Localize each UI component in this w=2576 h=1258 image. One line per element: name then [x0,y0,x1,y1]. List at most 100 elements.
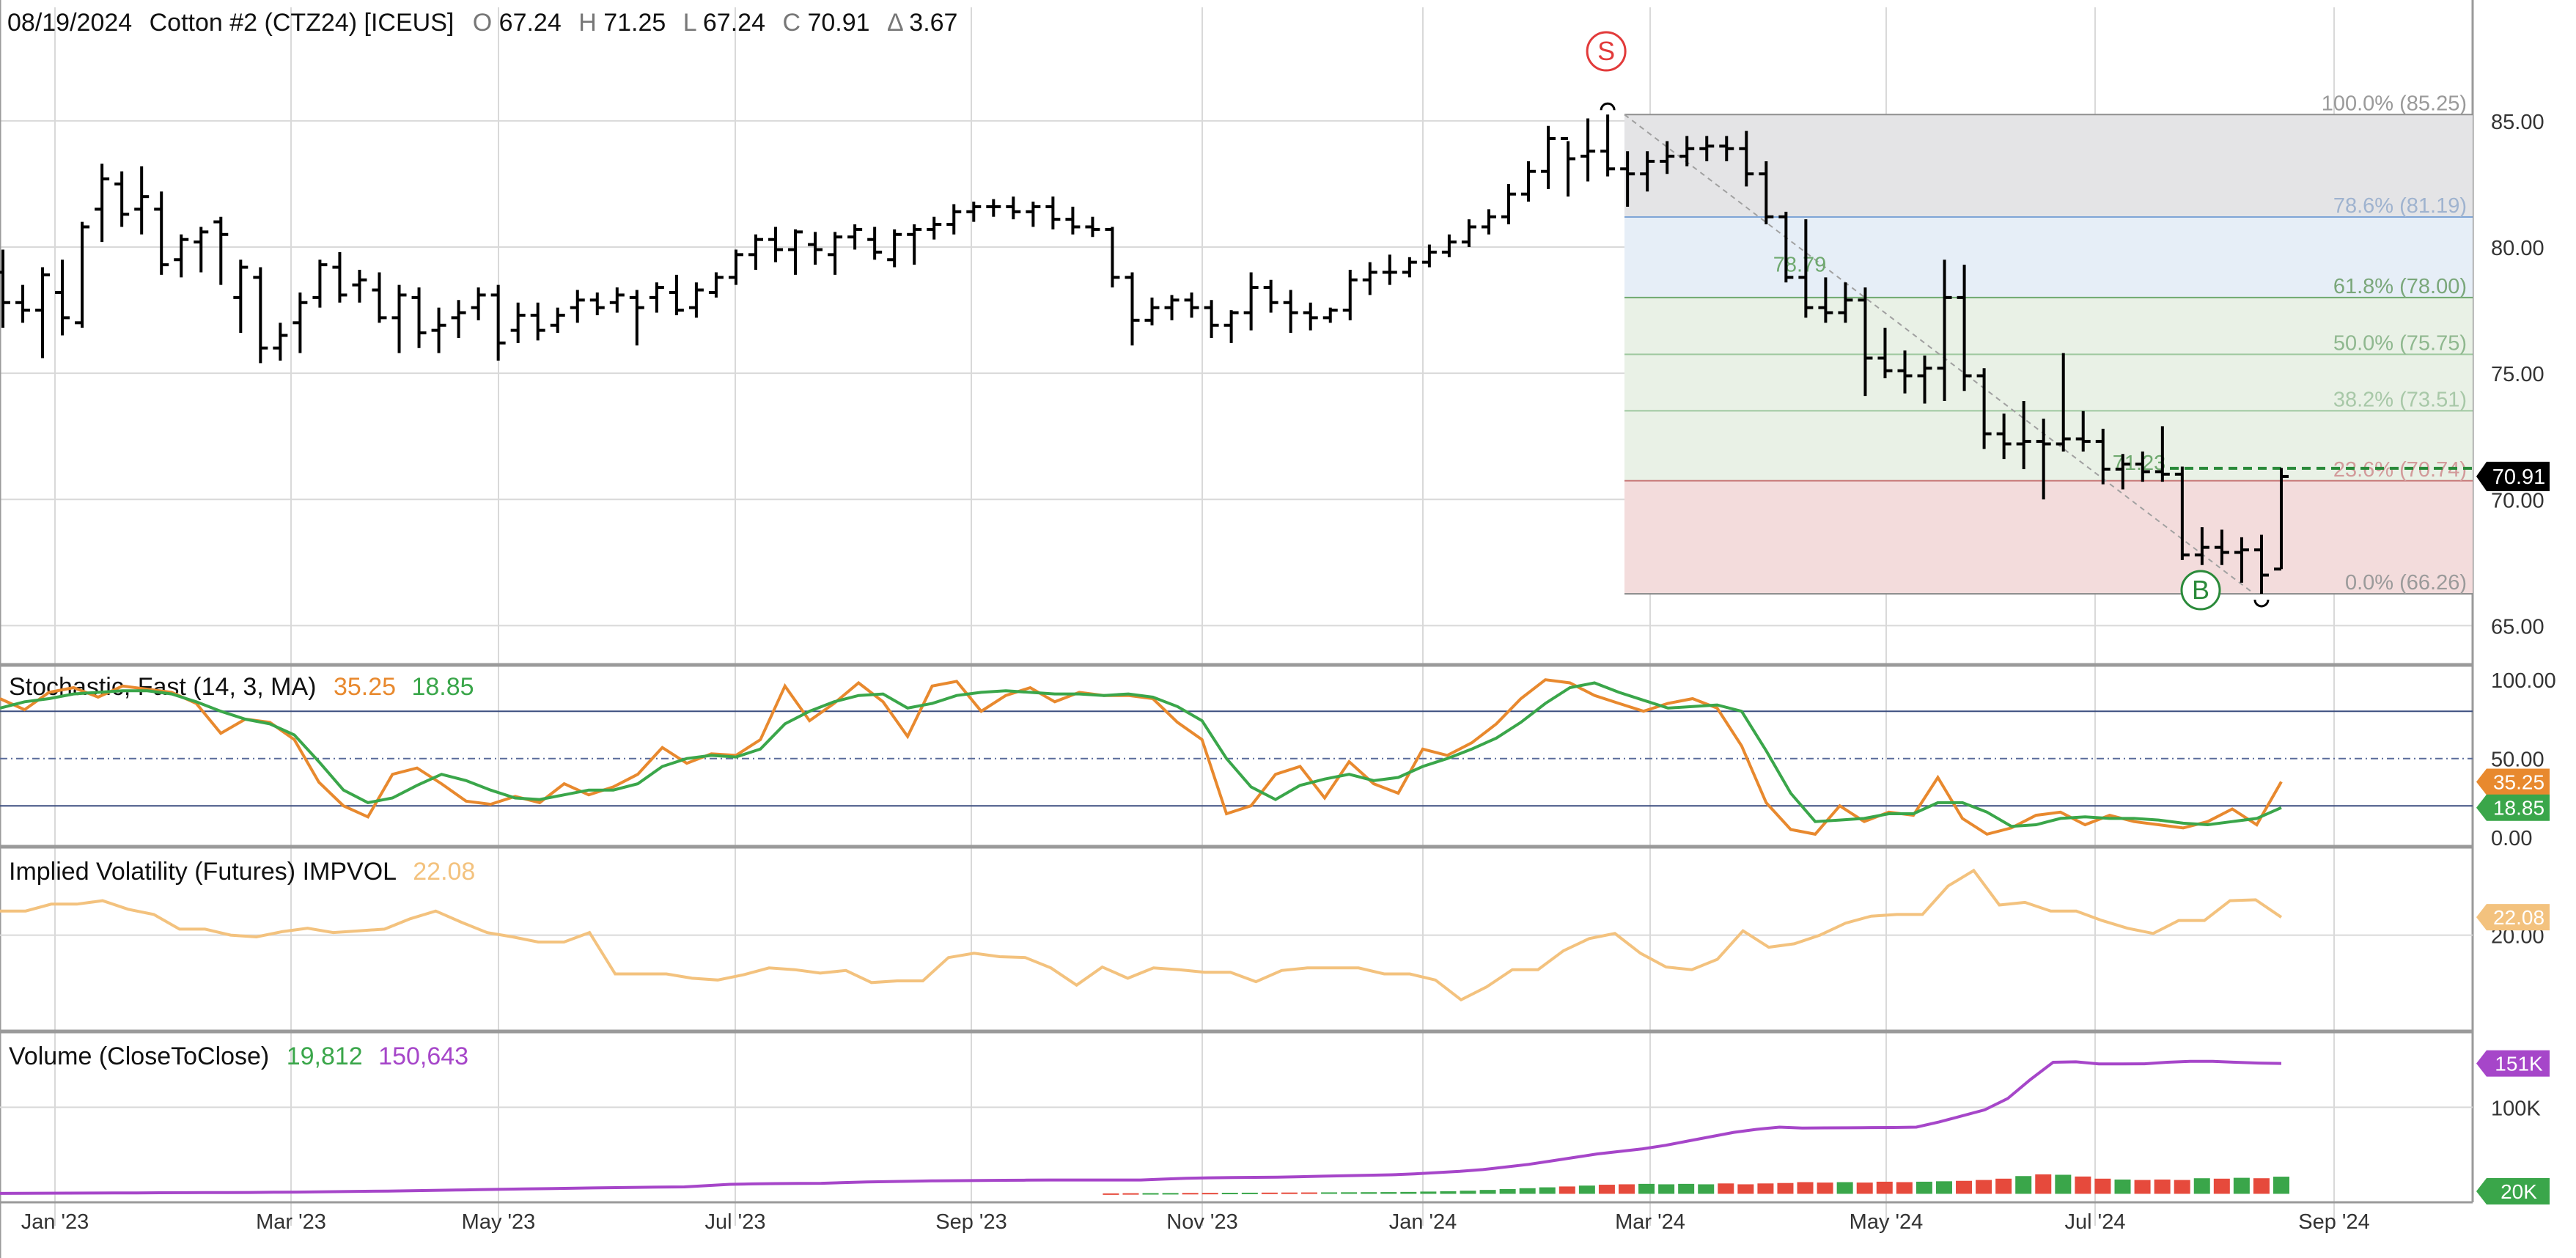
ohlc-bar[interactable] [411,287,427,348]
volume-bar[interactable] [1361,1192,1377,1194]
ohlc-bar[interactable] [589,292,605,315]
volume-bar[interactable] [1162,1193,1179,1195]
ohlc-bar[interactable] [1382,254,1397,285]
volume-bar[interactable] [2075,1176,2091,1194]
ohlc-bar[interactable] [2075,411,2091,452]
ohlc-bar[interactable] [1481,209,1496,235]
ohlc-bar[interactable] [669,274,684,315]
ohlc-bar[interactable] [1858,287,1873,397]
volume-bar[interactable] [1678,1183,1695,1194]
ohlc-bar[interactable] [530,302,545,341]
ohlc-bar[interactable] [2056,353,2071,452]
volume-bar[interactable] [1618,1184,1635,1194]
volume-bar[interactable] [1856,1182,1873,1194]
ohlc-bar[interactable] [1759,161,1774,225]
volume-bar[interactable] [1103,1193,1119,1195]
ohlc-bar[interactable] [1204,300,1219,338]
ohlc-bar[interactable] [808,232,823,265]
ohlc-bar[interactable] [1778,211,1794,283]
ohlc-bar[interactable] [15,284,31,323]
ohlc-bar[interactable] [372,272,387,323]
volume-bar[interactable] [1420,1191,1437,1194]
ohlc-bar[interactable] [1441,234,1457,257]
ohlc-bar[interactable] [629,290,644,346]
ohlc-bar[interactable] [1600,114,1616,177]
volume-bar[interactable] [1976,1180,1992,1194]
volume-bar[interactable] [1578,1185,1595,1194]
volume-bar[interactable] [1777,1182,1794,1194]
ohlc-bar[interactable] [1184,292,1199,318]
volume-bar[interactable] [2273,1177,2289,1194]
volume-bar[interactable] [1400,1191,1417,1194]
ohlc-bar[interactable] [1957,265,1972,391]
volume-bar[interactable] [1916,1181,1932,1194]
buy-signal-icon[interactable] [2180,570,2221,611]
ohlc-bar[interactable] [847,224,863,250]
volume-bar[interactable] [1817,1182,1833,1194]
ohlc-bar[interactable] [471,287,486,320]
volume-bar[interactable] [2015,1176,2032,1194]
ohlc-bar[interactable] [1937,260,1952,401]
ohlc-bar[interactable] [1026,202,1041,227]
volume-bar[interactable] [1598,1185,1615,1194]
volume-bar[interactable] [2094,1178,2111,1194]
volume-bar[interactable] [1797,1182,1814,1194]
ohlc-bar[interactable] [1798,219,1814,318]
ohlc-bar[interactable] [1897,350,1913,394]
ohlc-bar[interactable] [1521,161,1537,202]
volume-bar[interactable] [1718,1183,1734,1194]
ohlc-bar[interactable] [649,282,664,313]
ohlc-bar[interactable] [1660,141,1675,174]
ohlc-bar[interactable] [748,234,763,270]
ohlc-bar[interactable] [1006,196,1021,220]
ohlc-bar[interactable] [114,171,130,227]
ohlc-bar[interactable] [570,290,585,323]
ohlc-bar[interactable] [609,287,625,313]
volume-bar[interactable] [2154,1179,2171,1194]
volume-bar[interactable] [2055,1174,2072,1194]
volume-bar[interactable] [1935,1181,1952,1194]
volume-bar[interactable] [1321,1192,1338,1194]
ohlc-bar[interactable] [0,249,10,328]
stochastic-d-line[interactable] [0,681,2282,828]
ohlc-bar[interactable] [1045,196,1061,229]
volume-bar[interactable] [1142,1193,1159,1195]
ohlc-bar[interactable] [2253,534,2269,594]
ohlc-bar[interactable] [1976,368,1992,449]
ohlc-bar[interactable] [1877,328,1893,379]
ohlc-bar[interactable] [2234,537,2249,583]
volume-bar[interactable] [1995,1178,2012,1194]
ohlc-bar[interactable] [253,267,268,364]
volume-bar[interactable] [1896,1182,1913,1194]
volume-bar[interactable] [1658,1184,1675,1194]
ohlc-bar[interactable] [391,284,407,353]
volume-bar[interactable] [1261,1192,1278,1194]
ohlc-bar[interactable] [2036,419,2051,500]
ohlc-bar[interactable] [2214,529,2229,565]
volume-bar[interactable] [1519,1188,1536,1194]
ohlc-bar[interactable] [1640,151,1655,192]
volume-bar[interactable] [2134,1180,2151,1194]
ohlc-bar[interactable] [1461,219,1476,248]
ohlc-bar[interactable] [292,292,308,353]
ohlc-bar[interactable] [1164,295,1180,320]
ohlc-bar[interactable] [1243,272,1259,331]
volume-bar[interactable] [1479,1190,1496,1194]
volume-bar[interactable] [1201,1193,1218,1195]
ohlc-bar[interactable] [828,232,843,275]
open-interest-line[interactable] [0,1059,2282,1195]
volume-bar[interactable] [1698,1184,1715,1194]
ohlc-bar[interactable] [1105,227,1120,288]
ohlc-bar[interactable] [1917,356,1932,404]
ohlc-bar[interactable] [490,284,506,361]
ohlc-bar[interactable] [550,307,565,334]
volume-bar[interactable] [2233,1177,2250,1194]
ohlc-bar[interactable] [927,216,942,240]
ohlc-bar[interactable] [1144,297,1160,325]
volume-bar[interactable] [1301,1192,1318,1194]
volume-bar[interactable] [1757,1183,1774,1194]
ohlc-bar[interactable] [688,282,704,318]
ohlc-bar[interactable] [55,260,70,336]
ohlc-bar[interactable] [1065,206,1081,235]
